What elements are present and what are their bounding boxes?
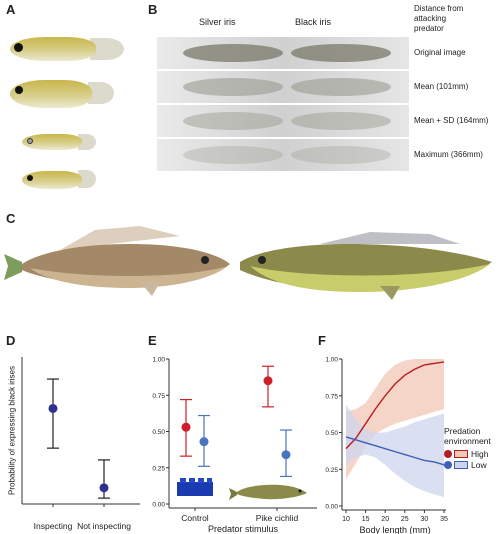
- silver-iris-eye-icon: [27, 138, 33, 144]
- f-y-tick-label-1: 0.25: [325, 467, 338, 474]
- legend-f: Predation environment High Low: [444, 426, 491, 470]
- f-y-tick-label-2: 0.50: [325, 430, 338, 437]
- f-line-low: [345, 436, 445, 466]
- d-point-0: [48, 403, 58, 413]
- guppy-photo-1: [10, 37, 96, 61]
- f-xlabel: Body length (mm): [359, 525, 430, 534]
- lego-brick-icon: [177, 478, 213, 496]
- image-row-mean-sd: [157, 105, 409, 137]
- e-point-s1-0: [199, 437, 209, 447]
- f-x-tick-label-4: 30: [421, 516, 429, 523]
- panel-e-chart: 0.00 0.25 0.50 0.75 1.00 Control Pike cichlidP…: [152, 357, 317, 534]
- black-iris-eye-icon: [15, 86, 23, 94]
- row-label-mean-sd: Mean + SD (164mm): [414, 116, 489, 125]
- f-line-high: [345, 361, 445, 450]
- pike-cichlid-photo-1: [4, 226, 230, 296]
- f-x-tick-label-0: 10: [342, 516, 350, 523]
- f-y-tick-label-0: 0.00: [325, 504, 338, 511]
- panel-letter-a: A: [6, 2, 16, 17]
- e-point-s0-0: [181, 422, 191, 432]
- e-point-s0-1: [263, 376, 273, 386]
- f-y-tick-label-4: 1.00: [325, 357, 338, 364]
- col-label-silver: Silver iris: [199, 17, 236, 27]
- f-x-tick-label-3: 25: [401, 516, 409, 523]
- col-label-black: Black iris: [295, 17, 332, 27]
- pike-cichlid-photo-2: [240, 232, 492, 300]
- f-x-tick-label-5: 35: [440, 516, 448, 523]
- pike-cichlid-icon: [229, 484, 307, 500]
- f-x-tick-label-1: 15: [362, 516, 370, 523]
- guppy-photo-3: [22, 134, 82, 150]
- e-xlabel: Predator stimulus: [208, 524, 279, 534]
- e-y-tick-label-0: 0.00: [152, 502, 165, 509]
- f-x-tick-label-2: 20: [381, 516, 389, 523]
- e-x-tick-label-1: Pike cichlid: [256, 513, 299, 523]
- guppy-photo-2: [10, 80, 92, 108]
- distance-header: Distance from attacking predator: [414, 4, 464, 33]
- guppy-photo-4: [22, 171, 82, 189]
- image-row-maximum: [157, 139, 409, 171]
- d-point-1: [99, 483, 109, 493]
- black-iris-eye-icon: [14, 43, 23, 52]
- image-row-original: [157, 37, 409, 69]
- e-point-s1-1: [281, 450, 291, 460]
- panel-f-chart: 0.00 0.25 0.50 0.75 1.00 10 15 20 25 30 35 Body len…: [325, 357, 448, 534]
- panel-letter-e: E: [148, 333, 157, 348]
- panel-d-chart: Inspecting Not inspecting: [21, 357, 140, 531]
- e-x-tick-label-0: Control: [181, 513, 209, 523]
- row-label-original: Original image: [414, 48, 466, 57]
- panel-letter-d: D: [6, 333, 16, 348]
- panel-letter-b: B: [148, 2, 158, 17]
- panel-letter-f: F: [318, 333, 326, 348]
- panel-c-photos: [4, 226, 492, 300]
- legend-title-2: environment: [444, 436, 491, 446]
- d-x-tick-label-1: Not inspecting: [77, 521, 131, 531]
- e-y-tick-label-4: 1.00: [152, 357, 165, 364]
- row-label-mean: Mean (101mm): [414, 82, 469, 91]
- f-band-high: [346, 359, 444, 480]
- panel-d-ylabel: Probability of expressing black irises: [7, 366, 17, 495]
- legend-title-1: Predation: [444, 426, 481, 436]
- f-band-low: [346, 404, 444, 498]
- e-y-tick-label-1: 0.25: [152, 465, 165, 472]
- e-y-tick-label-2: 0.50: [152, 429, 165, 436]
- f-y-tick-label-3: 0.75: [325, 393, 338, 400]
- panel-letter-c: C: [6, 211, 16, 226]
- image-row-mean: [157, 71, 409, 103]
- e-y-tick-label-3: 0.75: [152, 393, 165, 400]
- legend-entry-high: High: [444, 449, 491, 459]
- legend-entry-low: Low: [444, 460, 491, 470]
- black-iris-eye-icon: [27, 175, 33, 181]
- row-label-maximum: Maximum (366mm): [414, 150, 483, 159]
- d-x-tick-label-0: Inspecting: [34, 521, 73, 531]
